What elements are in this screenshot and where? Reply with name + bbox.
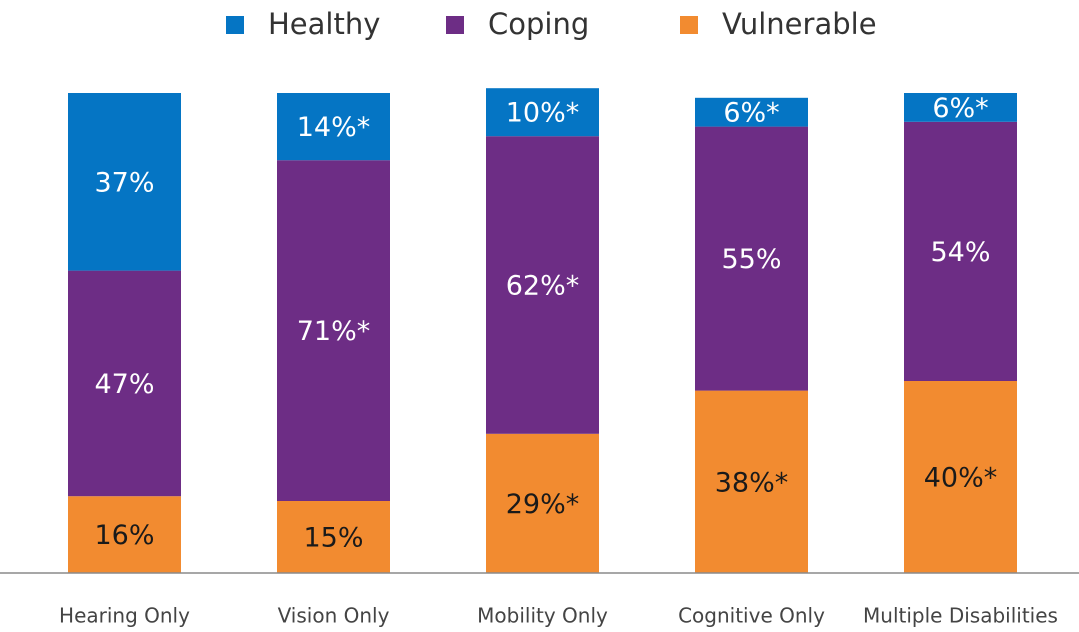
value-label: 14%* xyxy=(297,112,371,143)
bar-segment xyxy=(695,97,808,127)
bar-segment xyxy=(68,93,181,271)
x-tick-label: Cognitive Only xyxy=(678,604,825,628)
value-label: 55% xyxy=(721,244,781,275)
value-label: 38%* xyxy=(715,467,789,498)
legend-label: Vulnerable xyxy=(722,7,877,41)
legend-swatch xyxy=(226,16,244,34)
bar-segment xyxy=(68,270,181,497)
bar-segment xyxy=(904,121,1017,382)
bar-segment xyxy=(277,501,390,573)
legend-label: Coping xyxy=(488,7,589,41)
x-tick-label: Multiple Disabilities xyxy=(863,604,1058,628)
bar-segment xyxy=(904,93,1017,122)
bar-segment xyxy=(486,136,599,434)
bar-segment xyxy=(695,390,808,573)
legend-swatch xyxy=(680,16,698,34)
value-label: 62%* xyxy=(506,271,580,302)
value-label: 40%* xyxy=(924,463,998,494)
bar-segment xyxy=(486,433,599,573)
value-label: 6%* xyxy=(932,93,988,124)
value-label: 54% xyxy=(930,237,990,268)
bar-segment xyxy=(68,496,181,573)
value-label: 29%* xyxy=(506,489,580,520)
legend-swatch xyxy=(446,16,464,34)
x-tick-label: Vision Only xyxy=(278,604,390,628)
x-tick-label: Hearing Only xyxy=(59,604,190,628)
legend-label: Healthy xyxy=(268,7,380,41)
value-label: 47% xyxy=(94,369,154,400)
value-label: 71%* xyxy=(297,316,371,347)
value-label: 16% xyxy=(94,520,154,551)
bar-segment xyxy=(277,160,390,501)
value-label: 10%* xyxy=(506,98,580,129)
bar-segment xyxy=(695,126,808,391)
x-tick-label: Mobility Only xyxy=(477,604,608,628)
value-label: 15% xyxy=(303,523,363,554)
bar-segment xyxy=(486,88,599,137)
value-label: 37% xyxy=(94,167,154,198)
bar-segment xyxy=(904,381,1017,573)
bar-segment xyxy=(277,93,390,161)
value-label: 6%* xyxy=(723,98,779,129)
